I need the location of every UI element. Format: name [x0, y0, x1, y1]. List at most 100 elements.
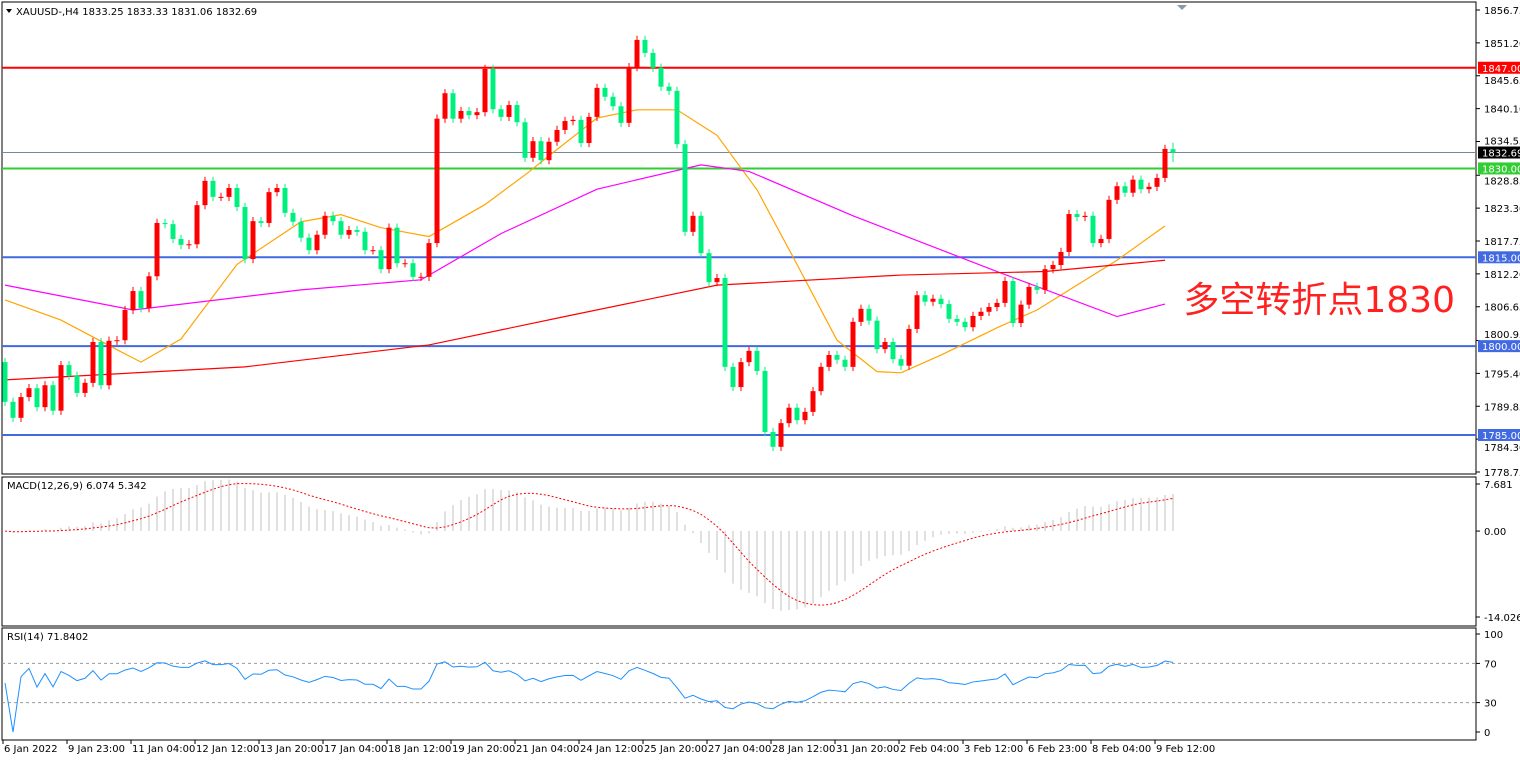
bear-candle — [138, 291, 144, 309]
rsi-panel-frame — [1, 627, 1477, 741]
level-badge — [1478, 340, 1520, 353]
price-tick-label: 1823.30 — [1484, 204, 1520, 215]
bull-candle — [130, 291, 136, 311]
bear-candle — [962, 321, 968, 328]
bear-candle — [98, 341, 104, 386]
bear-candle — [338, 221, 344, 235]
level-badge-label: 1830.00 — [1482, 164, 1520, 175]
bull-candle — [274, 187, 280, 193]
price-tick-label: 1856.75 — [1484, 6, 1520, 17]
bear-candle — [490, 68, 496, 110]
bull-candle — [26, 388, 32, 398]
rsi-tick-label: 30 — [1484, 699, 1497, 710]
bull-candle — [1058, 251, 1064, 265]
bear-candle — [354, 230, 360, 232]
horizontal-levels — [2, 66, 1476, 436]
bull-candle — [530, 141, 536, 158]
bear-candle — [522, 122, 528, 158]
bear-candle — [602, 87, 608, 97]
bear-candle — [754, 350, 760, 372]
time-tick-label: 31 Jan 20:00 — [836, 744, 899, 755]
bull-candle — [474, 112, 480, 116]
bull-candle — [826, 355, 832, 367]
bull-candle — [18, 397, 24, 418]
rsi-tick-label: 70 — [1484, 659, 1497, 670]
candles — [2, 35, 1176, 451]
bull-candle — [858, 308, 864, 322]
time-tick-label: 6 Feb 23:00 — [1028, 744, 1087, 755]
bull-candle — [586, 116, 592, 143]
bear-candle — [834, 355, 840, 360]
bear-candle — [1010, 280, 1016, 324]
macd-tick-label: -14.026 — [1484, 613, 1520, 624]
price-tick-label: 1806.65 — [1484, 303, 1520, 314]
bull-candle — [122, 310, 128, 341]
bear-candle — [1090, 215, 1096, 244]
bull-candle — [186, 244, 192, 246]
bear-candle — [2, 362, 8, 402]
moving-averages — [4, 109, 1166, 381]
bull-candle — [482, 68, 488, 113]
bull-candle — [554, 129, 560, 142]
price-tick-label: 1784.30 — [1484, 443, 1520, 454]
bear-candle — [842, 359, 848, 367]
bull-candle — [1042, 269, 1048, 290]
bear-candle — [666, 86, 672, 91]
time-tick-label: 18 Jan 12:00 — [388, 744, 451, 755]
bear-candle — [682, 144, 688, 232]
bull-candle — [802, 411, 808, 421]
price-axis: 1856.75 1851.20 1845.65 1840.10 1834.55 1828.… — [1476, 6, 1520, 479]
bull-candle — [202, 180, 208, 206]
macd-title: MACD(12,26,9) 6.074 5.342 — [7, 481, 147, 492]
bull-candle — [90, 341, 96, 383]
rsi-tick-label: 100 — [1484, 630, 1503, 641]
bull-candle — [994, 302, 1000, 308]
bear-candle — [618, 106, 624, 123]
price-tick-label: 1828.85 — [1484, 176, 1520, 187]
macd-panel: 7.681 0.00 -14.026 — [4, 479, 1520, 624]
moving-average-line — [4, 164, 1166, 318]
dropdown-triangle-icon[interactable] — [6, 9, 12, 13]
price-tick-label: 1840.10 — [1484, 105, 1520, 116]
main-panel-frame — [1, 1, 1477, 475]
bear-candle — [282, 187, 288, 213]
bear-candle — [866, 308, 872, 321]
symbol-info: XAUUSD-,H4 1833.25 1833.33 1831.06 1832.… — [16, 7, 257, 18]
time-tick-label: 21 Jan 04:00 — [516, 744, 579, 755]
price-tick-label: 1851.20 — [1484, 39, 1520, 50]
bear-candle — [410, 263, 416, 277]
moving-average-line — [4, 109, 1166, 374]
bull-candle — [1002, 280, 1008, 303]
price-tick-label: 1834.55 — [1484, 137, 1520, 148]
bull-candle — [690, 215, 696, 232]
bull-candle — [930, 298, 936, 302]
bull-candle — [386, 227, 392, 270]
moving-average-line — [4, 259, 1166, 381]
rsi-line — [4, 660, 1174, 733]
bull-candle — [1018, 304, 1024, 324]
bull-candle — [322, 215, 328, 235]
bull-candle — [634, 39, 640, 68]
bull-candle — [1098, 238, 1104, 244]
bull-candle — [738, 362, 744, 388]
price-badges: 1847.00 1830.00 1815.00 1800.00 1785.00 1832.… — [1478, 61, 1520, 442]
bull-candle — [1114, 186, 1120, 200]
bull-candle — [370, 250, 376, 252]
rsi-title: RSI(14) 71.8402 — [7, 632, 88, 643]
bull-candle — [1066, 214, 1072, 252]
bear-candle — [722, 278, 728, 367]
bull-candle — [986, 307, 992, 312]
shift-marker-icon[interactable] — [1177, 5, 1187, 10]
bear-candle — [298, 221, 304, 238]
bull-candle — [458, 110, 464, 119]
price-tick-label: 1795.40 — [1484, 369, 1520, 380]
bull-candle — [562, 121, 568, 130]
bull-candle — [626, 67, 632, 123]
bear-candle — [50, 385, 56, 411]
bull-candle — [218, 196, 224, 198]
level-badge-label: 1800.00 — [1482, 342, 1520, 353]
annotation-text: 多空转折点1830 — [1183, 280, 1455, 321]
level-badge — [1478, 61, 1520, 74]
time-tick-label: 8 Feb 04:00 — [1092, 744, 1151, 755]
